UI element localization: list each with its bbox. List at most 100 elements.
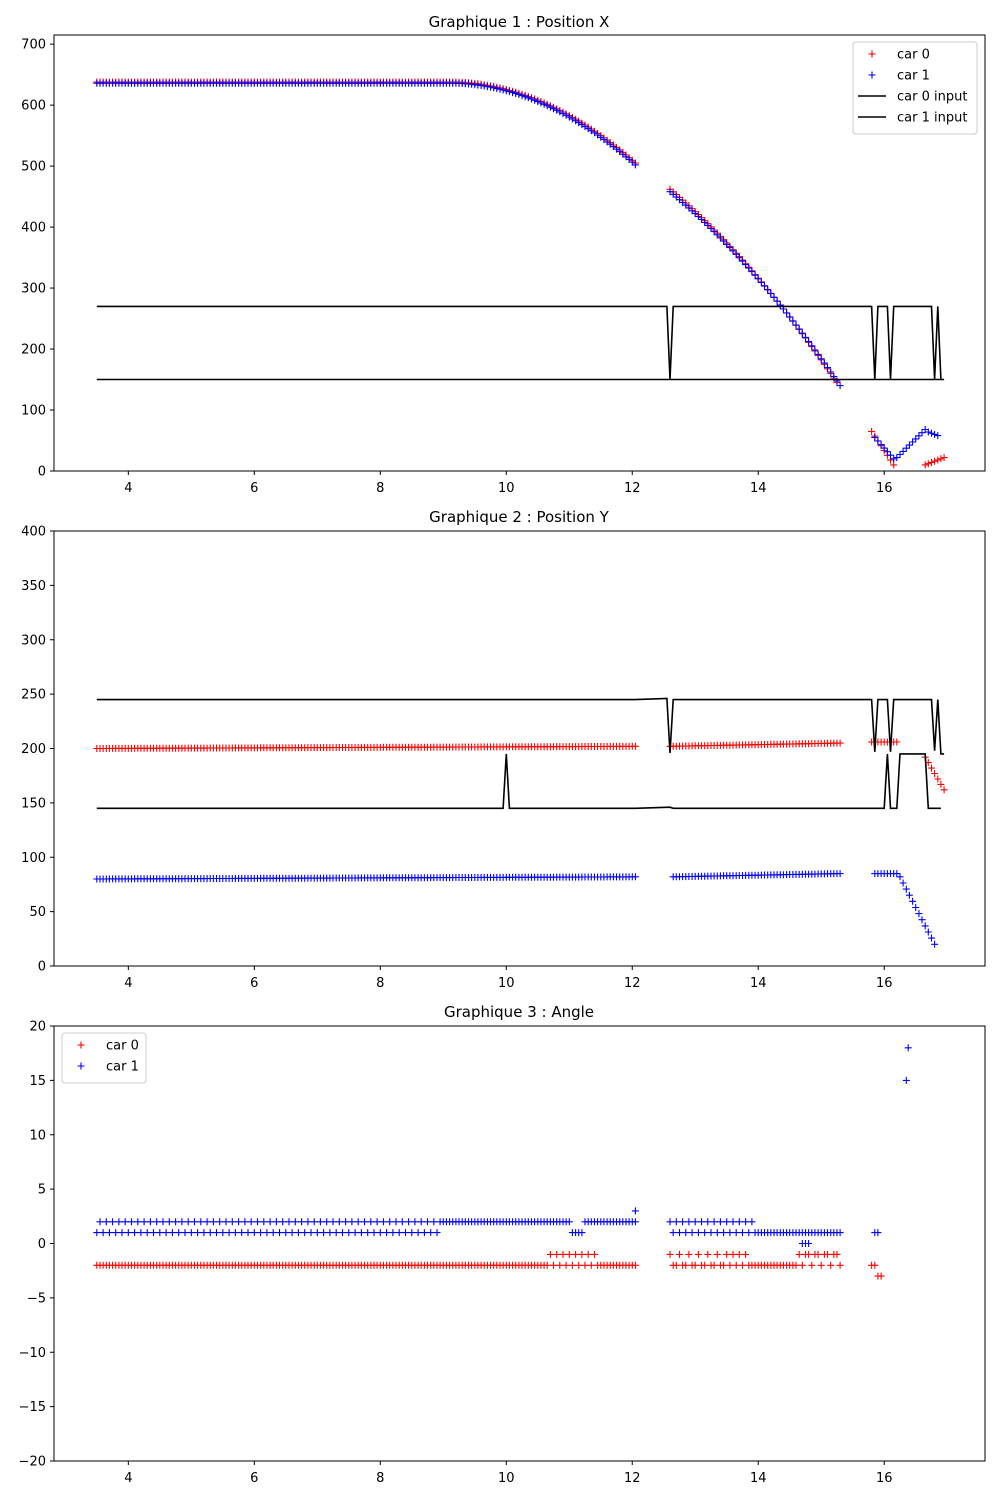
x-tick-label: 4 — [124, 976, 132, 991]
data-point — [672, 1218, 680, 1226]
data-point — [931, 430, 939, 438]
y-tick-label: 500 — [21, 160, 46, 175]
data-point — [764, 286, 772, 294]
data-point — [572, 1250, 580, 1258]
data-point — [534, 98, 542, 106]
plot-area — [93, 1044, 912, 1280]
data-point — [411, 1218, 419, 1226]
data-point — [836, 1261, 844, 1269]
data-point — [710, 1218, 718, 1226]
data-point — [723, 240, 731, 248]
data-point — [745, 1229, 753, 1237]
data-point — [761, 282, 768, 290]
data-point — [921, 922, 929, 930]
legend-marker-swatch — [868, 71, 876, 79]
data-point — [367, 1218, 375, 1226]
data-point — [398, 1218, 406, 1226]
data-point — [918, 429, 926, 437]
data-point — [909, 897, 917, 905]
y-tick-label: 5 — [38, 1183, 46, 1198]
data-point — [414, 1229, 422, 1237]
data-point — [745, 264, 753, 272]
data-point — [417, 1218, 425, 1226]
data-point — [704, 1250, 712, 1258]
data-point — [213, 1229, 220, 1237]
data-point — [874, 1229, 882, 1237]
data-point — [543, 1261, 551, 1269]
data-point — [924, 928, 932, 936]
data-point — [537, 99, 545, 107]
data-point — [109, 1218, 117, 1226]
data-point — [150, 1229, 157, 1237]
y-tick-label: −5 — [27, 1291, 46, 1306]
axes-frame — [53, 34, 986, 472]
legend: car 0 car 1 — [61, 1032, 147, 1084]
data-point — [206, 1229, 214, 1237]
x-tick-label: 12 — [624, 481, 641, 496]
data-point — [676, 1229, 683, 1237]
legend-marker-swatch — [77, 1062, 85, 1070]
data-point — [748, 1218, 756, 1226]
data-point — [581, 1261, 589, 1269]
data-point — [666, 1250, 674, 1258]
data-point — [896, 451, 904, 458]
data-point — [357, 1229, 365, 1237]
data-point — [902, 1076, 910, 1084]
data-point — [427, 1229, 435, 1237]
data-point — [591, 1250, 598, 1258]
data-point — [748, 268, 756, 276]
data-point — [326, 1229, 334, 1237]
data-point — [716, 234, 724, 242]
x-tick-label: 14 — [750, 1471, 767, 1486]
data-point — [200, 1229, 208, 1237]
data-point — [162, 1229, 170, 1237]
data-point — [348, 1218, 356, 1226]
data-point — [543, 102, 551, 110]
data-point — [776, 301, 784, 309]
data-point — [691, 1261, 699, 1269]
x-tick-label: 8 — [376, 481, 384, 496]
data-point — [792, 321, 800, 329]
data-point — [720, 237, 728, 245]
data-point — [934, 432, 942, 440]
y-tick-label: 200 — [21, 343, 46, 358]
series-line-car-0-input — [96, 753, 941, 810]
chart-position-y: Graphique 2 : Position Y 4 6 8 10 12 14 16 0 50 1… — [21, 41, 986, 991]
x-tick-label: 10 — [498, 976, 515, 991]
data-point — [524, 94, 532, 102]
axes-frame — [53, 1025, 986, 1462]
data-point — [559, 1250, 567, 1258]
x-tick-label: 16 — [876, 1471, 893, 1486]
series-car-1 — [93, 79, 942, 463]
data-point — [940, 454, 948, 462]
data-point — [836, 1229, 844, 1237]
data-point — [631, 161, 639, 169]
data-point — [260, 1218, 268, 1226]
data-point — [940, 786, 948, 794]
data-point — [631, 1207, 639, 1215]
data-point — [909, 438, 917, 446]
y-tick-label: 600 — [21, 99, 46, 114]
x-tick-label: 14 — [750, 481, 767, 496]
data-point — [905, 441, 913, 449]
data-point — [587, 1261, 595, 1269]
data-point — [720, 1261, 728, 1269]
data-point — [742, 1250, 750, 1258]
data-point — [209, 1218, 217, 1226]
data-point — [754, 275, 762, 283]
x-tick-label: 16 — [876, 481, 893, 496]
data-point — [187, 1229, 195, 1237]
data-point — [707, 1229, 715, 1237]
y-tick-label: 400 — [21, 221, 46, 236]
y-tick-label: 15 — [29, 1074, 46, 1089]
legend-label: car 0 — [897, 48, 930, 63]
series-car-0 — [93, 738, 948, 794]
y-tick-label: 250 — [21, 688, 46, 703]
y-tick-label: 700 — [21, 38, 46, 53]
data-point — [140, 1218, 148, 1226]
data-point — [288, 1229, 296, 1237]
legend-marker-swatch — [868, 50, 876, 58]
data-point — [115, 1218, 123, 1226]
data-point — [354, 1218, 362, 1226]
x-tick-label: 12 — [624, 976, 641, 991]
